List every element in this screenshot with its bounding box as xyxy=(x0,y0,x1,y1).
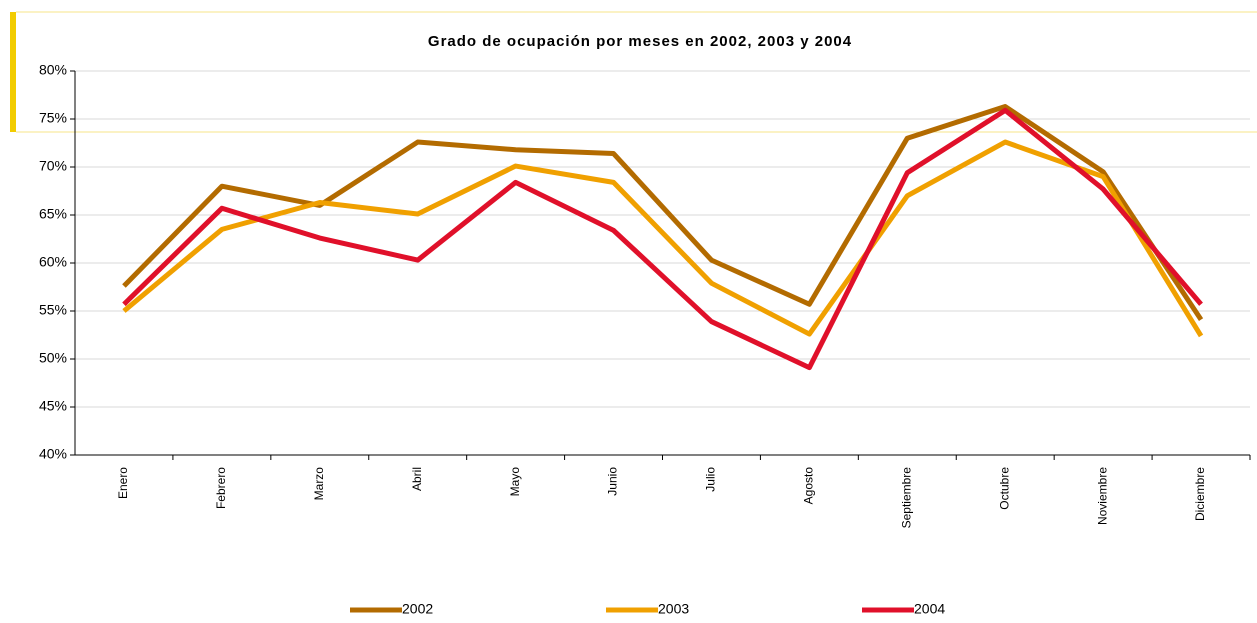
y-tick-label: 40% xyxy=(39,446,67,462)
x-tick-label: Marzo xyxy=(312,467,326,501)
legend-label: 2002 xyxy=(402,601,433,617)
x-tick-label: Julio xyxy=(704,467,718,492)
series-line xyxy=(122,139,1204,338)
y-tick-label: 80% xyxy=(39,62,67,78)
series-line xyxy=(122,104,1204,322)
y-tick-label: 45% xyxy=(39,398,67,414)
y-tick-label: 75% xyxy=(39,110,67,126)
legend-label: 2004 xyxy=(914,601,945,617)
x-tick-label: Enero xyxy=(116,467,130,499)
x-tick-label: Noviembre xyxy=(1095,467,1109,525)
legend-label: 2003 xyxy=(658,601,689,617)
x-tick-label: Abril xyxy=(410,467,424,491)
y-tick-label: 70% xyxy=(39,158,67,174)
x-tick-label: Febrero xyxy=(214,467,228,509)
y-tick-label: 55% xyxy=(39,302,67,318)
x-tick-label: Septiembre xyxy=(899,467,913,529)
x-tick-label: Junio xyxy=(606,467,620,496)
chart-title: Grado de ocupación por meses en 2002, 20… xyxy=(428,33,852,50)
y-tick-label: 65% xyxy=(39,206,67,222)
x-tick-label: Mayo xyxy=(508,467,522,497)
x-tick-label: Octubre xyxy=(997,467,1011,510)
y-tick-label: 50% xyxy=(39,350,67,366)
accent-bar xyxy=(10,12,16,132)
series-line xyxy=(122,107,1203,371)
x-tick-label: Agosto xyxy=(802,467,816,505)
y-tick-label: 60% xyxy=(39,254,67,270)
x-tick-label: Diciembre xyxy=(1193,467,1207,521)
